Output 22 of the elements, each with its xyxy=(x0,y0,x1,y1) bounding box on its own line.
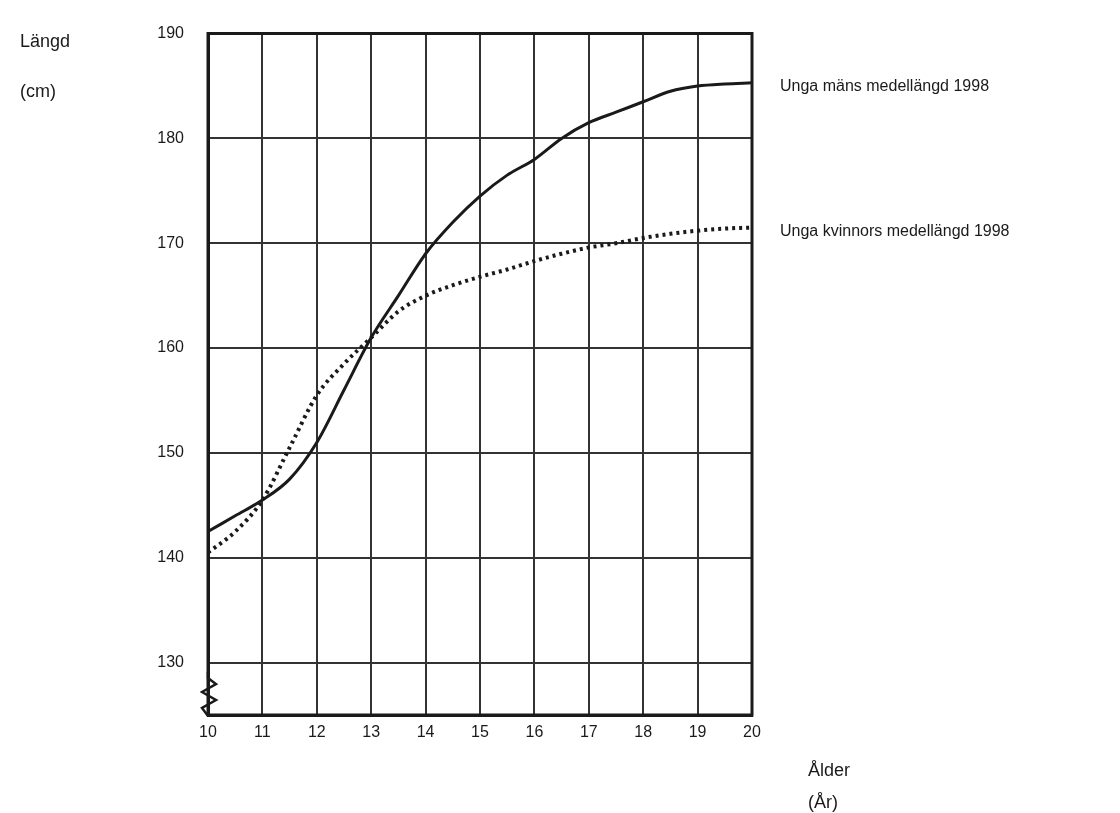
y-tick-label: 150 xyxy=(157,443,185,461)
x-tick-label: 17 xyxy=(579,723,598,741)
series-label: Unga mäns medellängd 1998 xyxy=(780,77,990,95)
y-tick-label: 160 xyxy=(157,338,185,356)
x-tick-label: 16 xyxy=(525,723,544,741)
y-tick-label: 130 xyxy=(157,652,185,670)
x-tick-label: 12 xyxy=(307,723,326,741)
y-tick-label: 170 xyxy=(157,233,185,251)
x-tick-label: 10 xyxy=(199,723,217,741)
text: Längd (cm) xyxy=(20,30,71,101)
series-label: Unga kvinnors medellängd 1998 xyxy=(780,221,1010,239)
x-tick-label: 13 xyxy=(362,723,381,741)
x-tick-label: 19 xyxy=(688,723,707,741)
x-axis-title: Ålder (År) xyxy=(808,759,851,812)
y-tick-label: 190 xyxy=(157,24,185,42)
x-tick-label: 18 xyxy=(634,723,653,741)
x-tick-label: 11 xyxy=(254,723,271,741)
x-tick-label: 15 xyxy=(471,723,489,741)
x-tick-label: 20 xyxy=(743,723,761,741)
y-tick-label: 180 xyxy=(157,128,185,146)
y-tick-label: 140 xyxy=(157,548,185,566)
x-tick-label: 14 xyxy=(416,723,435,741)
